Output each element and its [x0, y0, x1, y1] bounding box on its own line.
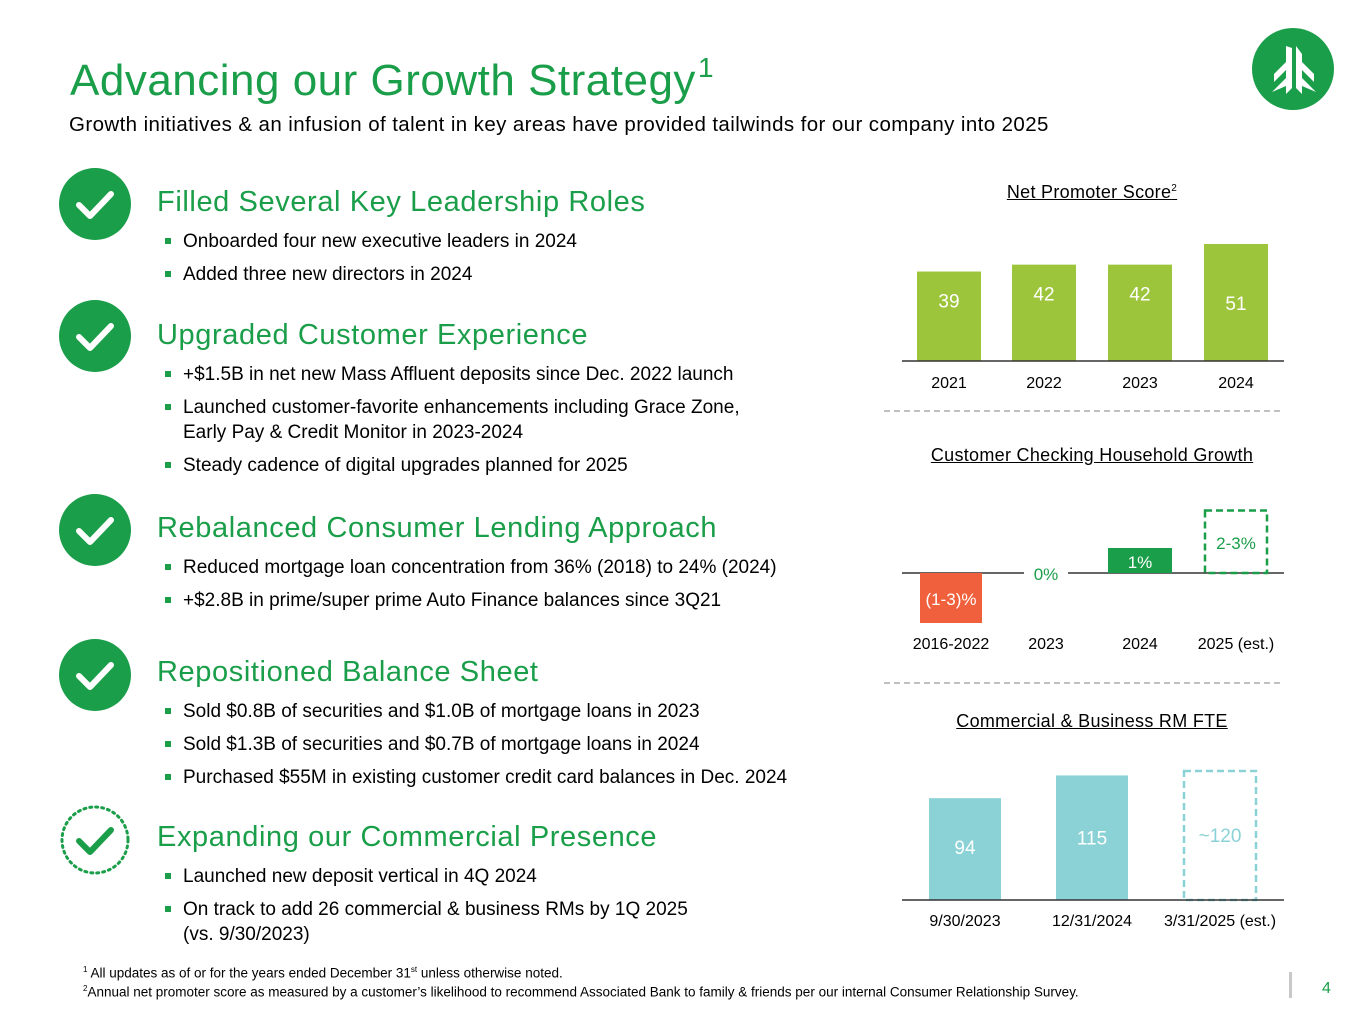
rm-category-label: 12/31/2024 — [1052, 913, 1132, 930]
nps-bar — [1108, 264, 1172, 361]
rm-category-label: 9/30/2023 — [929, 913, 1000, 930]
household-growth-chart: (1-3)% 2016-2022 0% 2023 1% 2024 2-3% 2025 (est… — [902, 509, 1284, 653]
tree-logo-icon — [1252, 28, 1334, 110]
checkmark-circle-icon — [59, 168, 131, 240]
chart-title-nps: Net Promoter Score2 — [1006, 182, 1178, 202]
rm-bar — [929, 798, 1001, 900]
growth-bar-label: 0% — [1034, 565, 1059, 584]
rm-fte-chart: 94 9/30/2023 115 12/31/2024 ~120 3/31/2025 (e… — [902, 769, 1284, 930]
page-subtitle: Growth initiatives & an infusion of tale… — [69, 113, 1049, 136]
section-title-customer-experience: Upgraded Customer Experience — [157, 319, 589, 351]
rm-bar-label: 94 — [954, 838, 976, 859]
rm-bar — [1056, 775, 1128, 900]
nps-bar — [1204, 244, 1268, 361]
growth-category-label: 2024 — [1122, 636, 1158, 653]
section-title-leadership: Filled Several Key Leadership Roles — [157, 186, 646, 218]
nps-category-label: 2024 — [1218, 375, 1254, 392]
nps-bar-label: 42 — [1033, 285, 1054, 306]
bullet-item: Purchased $55M in existing customer cred… — [165, 765, 787, 790]
page-number: 4 — [1322, 980, 1331, 997]
nps-category-label: 2022 — [1026, 375, 1062, 392]
growth-bar — [920, 573, 982, 623]
chart-divider — [884, 682, 1280, 684]
chart-divider — [884, 410, 1280, 412]
bullet-item: Launched customer-favorite enhancements … — [165, 395, 740, 420]
nps-category-label: 2023 — [1122, 375, 1158, 392]
bullet-item-continued: Early Pay & Credit Monitor in 2023-2024 — [183, 422, 524, 443]
growth-bar-label: 1% — [1128, 553, 1153, 572]
nps-bar-label: 51 — [1225, 294, 1246, 315]
footnote-1: 1 All updates as of or for the years end… — [83, 965, 563, 981]
bullet-item: +$2.8B in prime/super prime Auto Finance… — [165, 588, 721, 613]
nps-chart: 39 2021 42 2022 42 2023 51 2024 — [902, 244, 1284, 392]
bullet-item-continued: (vs. 9/30/2023) — [183, 924, 310, 945]
page-title: Advancing our Growth Strategy1 — [70, 52, 715, 105]
growth-bar-label: (1-3)% — [925, 590, 976, 609]
nps-bar — [917, 271, 981, 361]
bullet-item: Reduced mortgage loan concentration from… — [165, 555, 777, 580]
section-title-commercial: Expanding our Commercial Presence — [157, 821, 658, 853]
section-title-consumer-lending: Rebalanced Consumer Lending Approach — [157, 512, 718, 544]
bullet-item: Added three new directors in 2024 — [165, 262, 472, 287]
bullet-item: On track to add 26 commercial & business… — [165, 897, 688, 922]
growth-category-label: 2023 — [1028, 636, 1064, 653]
bullet-item: Launched new deposit vertical in 4Q 2024 — [165, 864, 537, 889]
checkmark-circle-icon — [59, 639, 131, 711]
bullet-item: +$1.5B in net new Mass Affluent deposits… — [165, 362, 733, 387]
growth-bar — [1108, 548, 1172, 573]
growth-category-label: 2016-2022 — [913, 636, 990, 653]
growth-bar-estimate — [1203, 509, 1269, 575]
section-title-balance-sheet: Repositioned Balance Sheet — [157, 656, 539, 688]
chart-title-household-growth: Customer Checking Household Growth — [930, 445, 1254, 465]
rm-category-label: 3/31/2025 (est.) — [1164, 913, 1276, 930]
bullet-item: Onboarded four new executive leaders in … — [165, 229, 577, 254]
nps-category-label: 2021 — [931, 375, 967, 392]
nps-bar — [1012, 264, 1076, 361]
nps-bar-label: 39 — [938, 292, 959, 313]
checkmark-circle-icon — [59, 300, 131, 372]
bullet-item: Sold $1.3B of securities and $0.7B of mo… — [165, 732, 700, 757]
dotted-checkmark-circle-icon — [60, 805, 130, 875]
rm-bar-label: ~120 — [1199, 826, 1242, 847]
checkmark-circle-icon — [59, 494, 131, 566]
nps-bar-label: 42 — [1129, 285, 1150, 306]
growth-category-label: 2025 (est.) — [1198, 636, 1274, 653]
growth-bar-label: 2-3% — [1216, 534, 1256, 553]
footnote-2: 2Annual net promoter score as measured b… — [83, 984, 1079, 1000]
bullet-item: Steady cadence of digital upgrades plann… — [165, 453, 628, 478]
page-number-divider — [1289, 972, 1292, 998]
rm-bar-label: 115 — [1077, 828, 1107, 849]
chart-title-rm-fte: Commercial & Business RM FTE — [956, 711, 1228, 731]
bullet-item: Sold $0.8B of securities and $1.0B of mo… — [165, 699, 700, 724]
